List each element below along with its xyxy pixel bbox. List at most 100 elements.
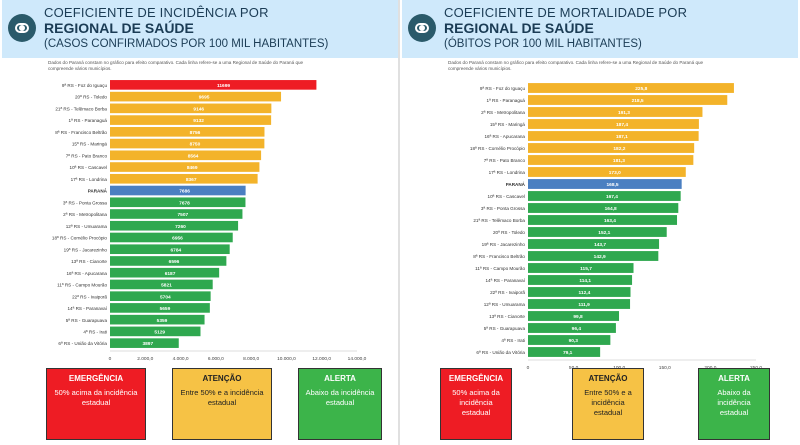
mortality-title-line1: COEFICIENTE DE MORTALIDADE POR xyxy=(444,5,688,20)
bar xyxy=(110,303,210,313)
bar xyxy=(528,299,631,309)
category-label: 20ª RS - Toledo xyxy=(493,230,525,235)
x-tick-label: 12.000,0 xyxy=(312,356,331,362)
category-label: 1ª RS - Paranaguá xyxy=(487,98,526,103)
legend-alert-desc: Abaixo da incidência estadual xyxy=(305,388,375,407)
data-label: 114,1 xyxy=(579,278,591,284)
bar xyxy=(110,91,282,102)
category-label: 19ª RS - Jacarezinho xyxy=(64,247,108,252)
category-label: 6ª RS - União da Vitória xyxy=(58,341,107,346)
category-label: 9ª RS - Foz do Iguaçu xyxy=(62,83,108,88)
category-label: 13ª RS - Cianorte xyxy=(71,259,107,264)
x-tick-label: 14.000,0 xyxy=(348,356,367,362)
data-label: 181,3 xyxy=(613,158,625,164)
bar xyxy=(528,179,682,189)
category-label: 16ª RS - Apucarana xyxy=(484,134,525,139)
bar xyxy=(110,138,265,149)
legend-attention-desc: Entre 50% e a incidência estadual xyxy=(584,388,632,417)
bar xyxy=(528,311,620,321)
data-label: 7507 xyxy=(178,212,189,218)
data-label: 9146 xyxy=(193,106,204,112)
bar xyxy=(110,314,205,325)
category-label: 17ª RS - Londrina xyxy=(489,170,526,175)
category-label: 8ª RS - Francisco Beltrão xyxy=(473,254,525,259)
bar xyxy=(110,127,265,137)
incidence-panel: COEFICIENTE DE INCIDÊNCIA POR REGIONAL D… xyxy=(2,0,398,445)
bar xyxy=(110,150,262,161)
legend-attention-title: ATENÇÃO xyxy=(588,374,628,383)
data-label: 8756 xyxy=(190,130,201,136)
legend-attention-box: ATENÇÃO Entre 50% e a incidência estadua… xyxy=(572,368,644,440)
legend-alert-box: ALERTA Abaixo da incidência estadual xyxy=(298,368,382,440)
x-tick-label: 8.000,0 xyxy=(243,356,259,362)
legend-attention-desc: Entre 50% e a incidência estadual xyxy=(180,388,264,407)
mortality-title-line3: (ÓBITOS POR 100 MIL HABITANTES) xyxy=(444,38,642,50)
legend-alert-title: ALERTA xyxy=(324,374,356,383)
legend-alert-title: ALERTA xyxy=(718,374,750,383)
data-label: 152,1 xyxy=(598,230,610,236)
data-label: 6784 xyxy=(170,247,181,253)
bar xyxy=(528,251,659,261)
bar xyxy=(110,80,317,90)
bar xyxy=(110,209,243,219)
category-label: 4ª RS - Irati xyxy=(83,330,107,335)
x-tick-label: 10.000,0 xyxy=(277,356,296,362)
category-label: 17ª RS - Londrina xyxy=(71,177,108,182)
mortality-title-line2: REGIONAL DE SAÚDE xyxy=(444,20,594,36)
bar xyxy=(528,215,678,225)
category-label: 20ª RS - Toledo xyxy=(75,95,107,100)
category-label: 15ª RS - Maringá xyxy=(72,142,108,147)
category-label: PARANÁ xyxy=(88,188,108,194)
data-label: 167,4 xyxy=(606,194,618,200)
legend-emergency-box: EMERGÊNCIA 50% acima da incidência estad… xyxy=(440,368,512,440)
data-label: 143,7 xyxy=(594,242,606,248)
data-label: 9695 xyxy=(199,95,210,101)
data-label: 187,1 xyxy=(616,134,628,140)
category-label: 7ª RS - Pato Branco xyxy=(66,153,108,158)
incidence-title-line3: (CASOS CONFIRMADOS POR 100 MIL HABITANTE… xyxy=(44,38,329,50)
bar xyxy=(528,155,694,165)
category-label: 19ª RS - Jacarezinho xyxy=(482,242,526,247)
data-label: 11699 xyxy=(217,83,230,89)
category-label: 22ª RS - Ivaiporã xyxy=(72,294,107,299)
incidence-title-line1: COEFICIENTE DE INCIDÊNCIA POR xyxy=(44,5,269,20)
bar xyxy=(110,115,272,125)
bar xyxy=(110,103,272,114)
category-label: 5ª RS - Guarapuava xyxy=(66,318,108,323)
logo-icon xyxy=(408,14,436,42)
category-label: 14ª RS - Paranavaí xyxy=(68,306,108,311)
bar xyxy=(110,338,179,348)
category-label: 1ª RS - Paranaguá xyxy=(69,118,108,123)
bar xyxy=(528,107,703,117)
mortality-note: Dados do Paraná constam no gráfico para … xyxy=(448,60,704,71)
data-label: 5659 xyxy=(160,306,171,312)
data-label: 112,4 xyxy=(579,290,591,296)
x-tick-label: 150,0 xyxy=(659,365,671,371)
bar xyxy=(528,347,601,357)
data-label: 168,5 xyxy=(607,182,619,188)
data-label: 8750 xyxy=(190,142,201,148)
data-label: 7686 xyxy=(179,189,190,195)
data-label: 8469 xyxy=(187,165,198,171)
bar xyxy=(110,197,246,208)
category-label: 22ª RS - Ivaiporã xyxy=(490,290,525,295)
data-label: 6596 xyxy=(169,259,180,265)
panel-divider xyxy=(398,0,400,445)
bar xyxy=(110,244,230,255)
category-label: PARANÁ xyxy=(506,181,526,187)
legend-emergency-desc: 50% acima da incidência estadual xyxy=(452,388,500,417)
data-label: 8367 xyxy=(186,177,197,183)
bar xyxy=(528,83,734,93)
mortality-panel: COEFICIENTE DE MORTALIDADE POR REGIONAL … xyxy=(402,0,798,445)
bar xyxy=(528,167,686,177)
mortality-header: COEFICIENTE DE MORTALIDADE POR REGIONAL … xyxy=(402,0,798,58)
bar xyxy=(528,287,631,297)
category-label: 15ª RS - Maringá xyxy=(490,122,526,127)
bar xyxy=(528,275,633,285)
data-label: 7260 xyxy=(175,224,186,230)
data-label: 6187 xyxy=(165,271,176,277)
category-label: 21ª RS - Telêmaco Borba xyxy=(55,106,107,111)
data-label: 142,9 xyxy=(594,254,606,260)
bar xyxy=(528,323,616,333)
data-label: 164,8 xyxy=(605,206,617,212)
